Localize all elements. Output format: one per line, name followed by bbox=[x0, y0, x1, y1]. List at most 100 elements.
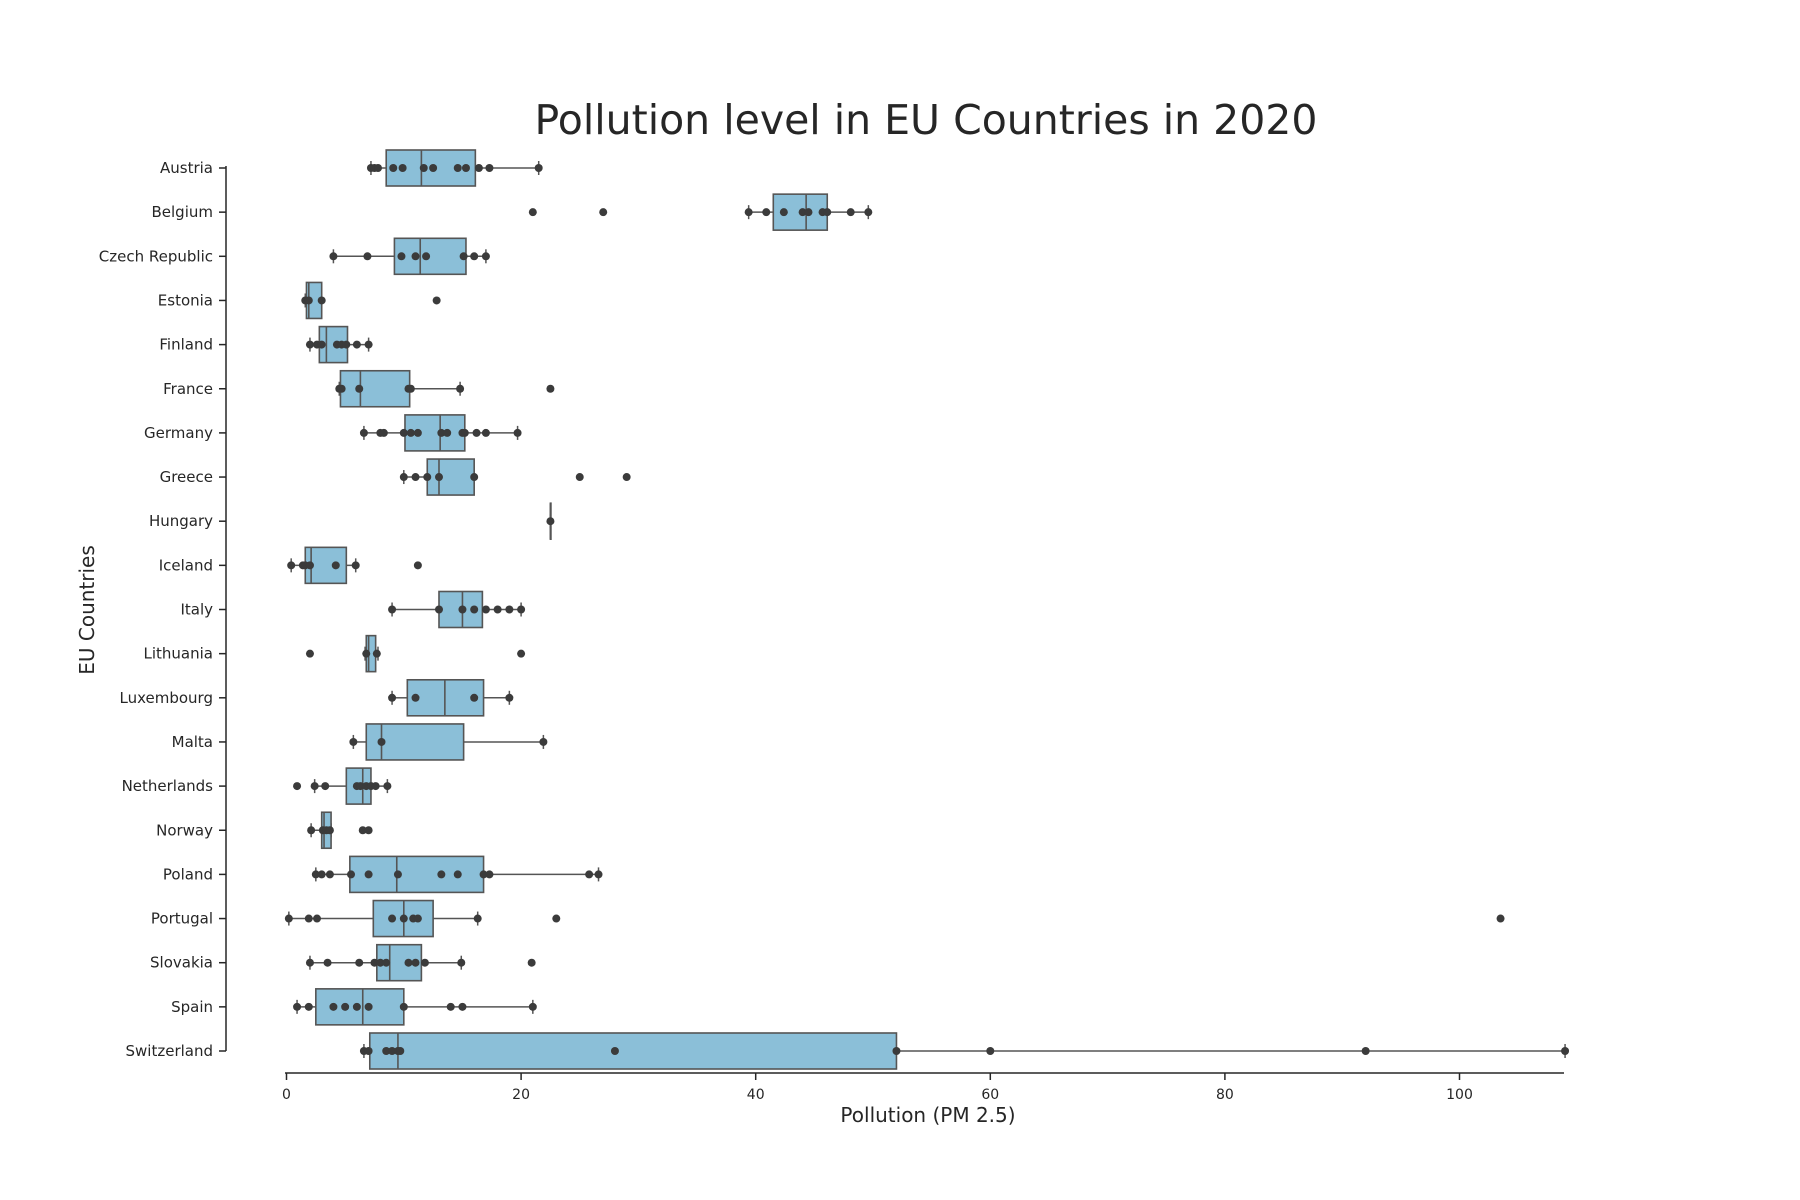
data-point bbox=[393, 870, 402, 879]
box-group-czech-republic bbox=[329, 237, 490, 276]
box bbox=[393, 237, 467, 276]
data-point bbox=[513, 428, 522, 437]
box-group-iceland bbox=[287, 546, 422, 585]
data-point bbox=[362, 649, 371, 658]
x-axis-label: Pollution (PM 2.5) bbox=[840, 1103, 1015, 1127]
data-point bbox=[304, 914, 313, 923]
data-point bbox=[399, 473, 408, 482]
data-point bbox=[406, 428, 415, 437]
data-point bbox=[420, 958, 429, 967]
data-point bbox=[622, 473, 631, 482]
data-point bbox=[453, 870, 462, 879]
y-tick-label: Iceland bbox=[159, 556, 213, 574]
data-point bbox=[411, 693, 420, 702]
data-point bbox=[347, 870, 356, 879]
y-axis-label: EU Countries bbox=[75, 545, 99, 675]
y-tick-label: Hungary bbox=[149, 512, 213, 530]
data-point bbox=[351, 561, 360, 570]
box-group-poland bbox=[311, 855, 603, 894]
data-point bbox=[473, 914, 482, 923]
data-point bbox=[349, 737, 358, 746]
data-point bbox=[470, 605, 479, 614]
data-point bbox=[329, 252, 338, 261]
data-point bbox=[527, 958, 536, 967]
data-point bbox=[456, 384, 465, 393]
box-group-finland bbox=[305, 325, 373, 364]
y-tick-label: Poland bbox=[163, 865, 213, 883]
data-point bbox=[474, 164, 483, 172]
data-point bbox=[293, 782, 302, 791]
y-tick-label: Estonia bbox=[158, 291, 213, 309]
plot-area bbox=[284, 149, 1570, 1070]
box-group-austria bbox=[366, 149, 543, 187]
data-point bbox=[470, 693, 479, 702]
y-tick-label: Lithuania bbox=[144, 645, 213, 663]
data-point bbox=[413, 428, 422, 437]
y-tick-label: Austria bbox=[160, 159, 213, 177]
y-tick-label: Luxembourg bbox=[120, 689, 214, 707]
data-point bbox=[388, 693, 397, 702]
data-point bbox=[1561, 1047, 1570, 1055]
data-point bbox=[744, 208, 753, 217]
y-tick-label: Germany bbox=[144, 424, 213, 442]
data-point bbox=[434, 473, 443, 482]
y-tick-label: Finland bbox=[159, 336, 213, 354]
data-point bbox=[342, 340, 351, 349]
data-point bbox=[762, 208, 771, 217]
data-point bbox=[359, 428, 368, 437]
data-point bbox=[413, 914, 422, 923]
data-point bbox=[317, 340, 326, 349]
data-point bbox=[364, 1047, 373, 1055]
data-point bbox=[461, 164, 470, 172]
x-tick-label: 80 bbox=[1216, 1087, 1234, 1103]
data-point bbox=[470, 252, 479, 261]
data-point bbox=[404, 958, 413, 967]
data-point bbox=[804, 208, 813, 217]
x-tick-label: 0 bbox=[282, 1087, 291, 1103]
data-point bbox=[379, 428, 388, 437]
data-point bbox=[388, 605, 397, 614]
box-group-estonia bbox=[301, 281, 441, 320]
data-point bbox=[546, 384, 555, 393]
data-point bbox=[552, 914, 561, 923]
box-group-norway bbox=[307, 811, 373, 850]
data-point bbox=[377, 737, 386, 746]
y-tick-label: France bbox=[163, 380, 213, 398]
box-group-switzerland bbox=[359, 1032, 1570, 1070]
box bbox=[368, 1032, 898, 1070]
data-point bbox=[312, 914, 321, 923]
data-point bbox=[892, 1047, 901, 1055]
data-point bbox=[485, 870, 494, 879]
box bbox=[339, 369, 411, 408]
data-point bbox=[304, 1002, 313, 1011]
data-point bbox=[307, 826, 316, 835]
data-point bbox=[284, 914, 293, 923]
box-group-hungary bbox=[546, 502, 555, 541]
data-point bbox=[432, 296, 441, 305]
data-point bbox=[364, 340, 373, 349]
box-group-malta bbox=[349, 723, 548, 761]
data-point bbox=[505, 605, 514, 614]
y-tick-label: Italy bbox=[180, 601, 213, 619]
y-axis: Austria Belgium Czech Republic Estonia Finla… bbox=[99, 159, 226, 1060]
data-point bbox=[458, 1002, 467, 1011]
box bbox=[426, 458, 475, 496]
data-point bbox=[399, 428, 408, 437]
data-point bbox=[305, 958, 314, 967]
data-point bbox=[534, 164, 543, 172]
data-point bbox=[460, 428, 469, 437]
data-point bbox=[528, 208, 537, 217]
y-tick-label: Belgium bbox=[152, 203, 214, 221]
box-group-france bbox=[335, 369, 555, 408]
box-group-germany bbox=[359, 414, 522, 452]
data-point bbox=[321, 782, 330, 791]
y-tick-label: Slovakia bbox=[150, 954, 213, 972]
data-point bbox=[389, 164, 398, 172]
data-point bbox=[434, 605, 443, 614]
data-point bbox=[382, 1047, 391, 1055]
data-point bbox=[396, 1047, 405, 1055]
box-group-lithuania bbox=[305, 634, 526, 673]
data-point bbox=[1496, 914, 1505, 923]
data-point bbox=[337, 384, 346, 393]
